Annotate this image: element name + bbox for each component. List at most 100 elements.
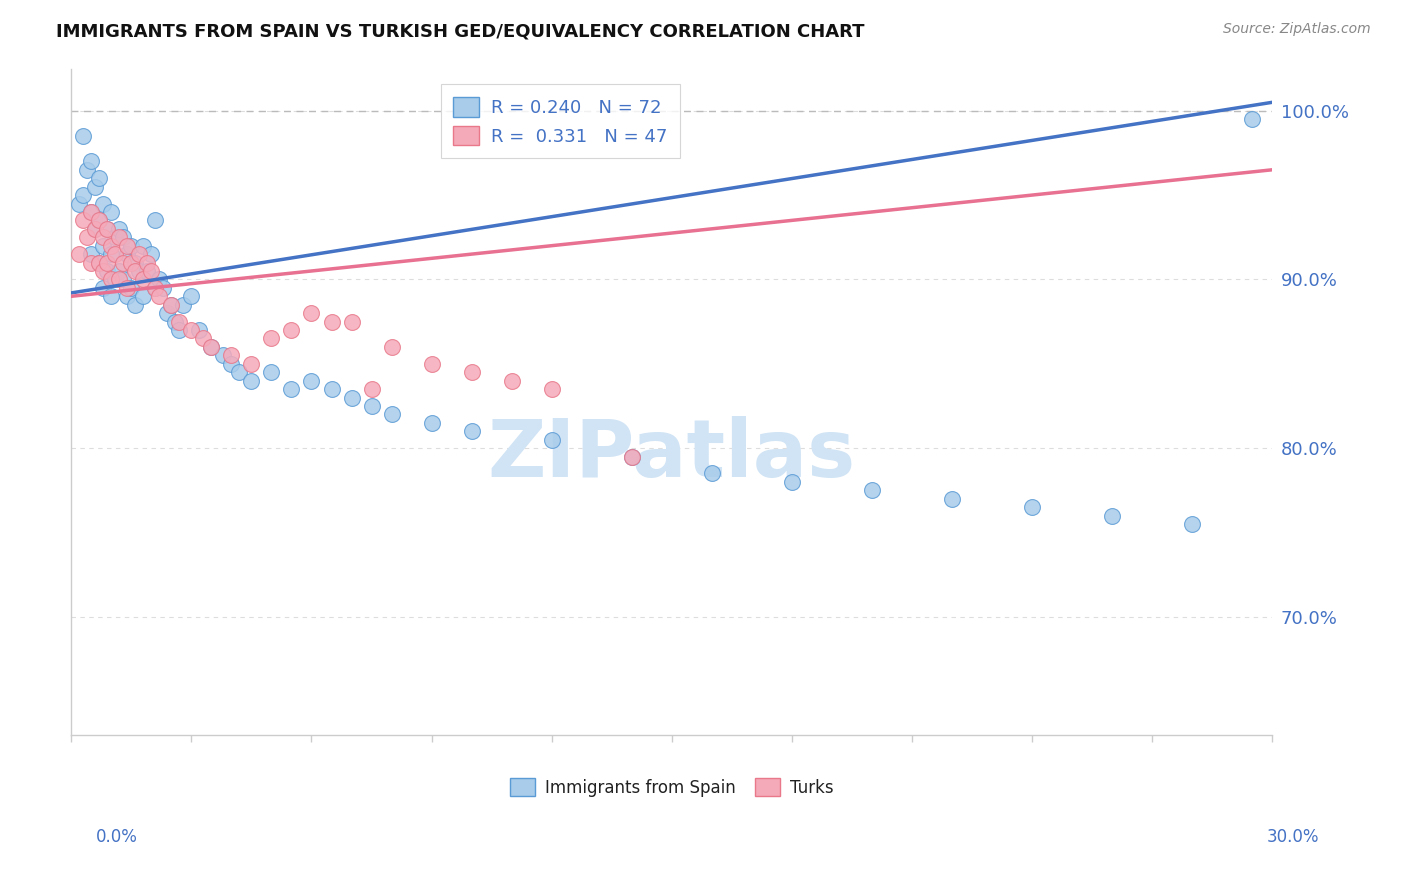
Point [136,264,159,278]
Point [1181,517,1204,532]
Point [340,391,363,405]
Point [360,382,382,396]
Point [340,315,363,329]
Point [89,255,111,269]
Point [221,357,243,371]
Point [96,264,118,278]
Point [108,230,131,244]
Point [148,272,170,286]
Point [96,222,118,236]
Point [1101,508,1123,523]
Point [169,323,191,337]
Point [165,315,187,329]
Point [160,298,183,312]
Point [100,272,122,286]
Point [91,264,114,278]
Point [180,323,202,337]
Point [72,213,94,227]
Point [240,374,263,388]
Point [84,222,107,236]
Point [228,365,250,379]
Point [860,483,883,498]
Point [240,357,263,371]
Point [124,264,146,278]
Point [104,247,127,261]
Point [420,416,443,430]
Point [72,128,94,143]
Point [76,162,98,177]
Point [193,331,215,345]
Point [301,374,323,388]
Text: Source: ZipAtlas.com: Source: ZipAtlas.com [1223,22,1371,37]
Point [620,450,643,464]
Point [141,264,163,278]
Point [501,374,523,388]
Point [420,357,443,371]
Point [96,222,118,236]
Point [360,399,382,413]
Point [117,281,139,295]
Point [136,255,159,269]
Point [540,433,562,447]
Point [188,323,211,337]
Point [100,205,122,219]
Point [260,331,283,345]
Point [89,213,111,227]
Text: ZIPatlas: ZIPatlas [488,416,856,494]
Point [460,424,482,438]
Point [132,272,155,286]
Point [80,205,103,219]
Point [124,298,146,312]
Point [160,298,183,312]
Point [381,408,404,422]
Point [620,450,643,464]
Point [67,247,90,261]
Point [84,179,107,194]
Point [460,365,482,379]
Point [91,281,114,295]
Point [172,298,194,312]
Point [200,340,222,354]
Point [112,255,135,269]
Point [84,222,107,236]
Point [212,348,235,362]
Point [91,230,114,244]
Point [112,272,135,286]
Point [260,365,283,379]
Point [143,213,166,227]
Point [80,247,103,261]
Legend: Immigrants from Spain, Turks: Immigrants from Spain, Turks [503,772,841,804]
Point [321,382,343,396]
Point [100,238,122,252]
Point [221,348,243,362]
Text: 0.0%: 0.0% [96,828,138,846]
Point [280,323,302,337]
Point [280,382,302,396]
Point [143,281,166,295]
Point [91,196,114,211]
Point [108,272,131,286]
Point [141,247,163,261]
Point [200,340,222,354]
Point [76,230,98,244]
Point [700,467,723,481]
Point [89,171,111,186]
Point [91,238,114,252]
Point [89,213,111,227]
Point [152,281,174,295]
Text: 30.0%: 30.0% [1267,828,1319,846]
Point [780,475,803,489]
Point [112,230,135,244]
Point [104,230,127,244]
Point [120,255,142,269]
Point [100,247,122,261]
Point [80,154,103,169]
Point [180,289,202,303]
Point [89,255,111,269]
Point [321,315,343,329]
Point [941,491,963,506]
Point [128,247,150,261]
Point [117,238,139,252]
Text: IMMIGRANTS FROM SPAIN VS TURKISH GED/EQUIVALENCY CORRELATION CHART: IMMIGRANTS FROM SPAIN VS TURKISH GED/EQU… [56,22,865,40]
Point [132,238,155,252]
